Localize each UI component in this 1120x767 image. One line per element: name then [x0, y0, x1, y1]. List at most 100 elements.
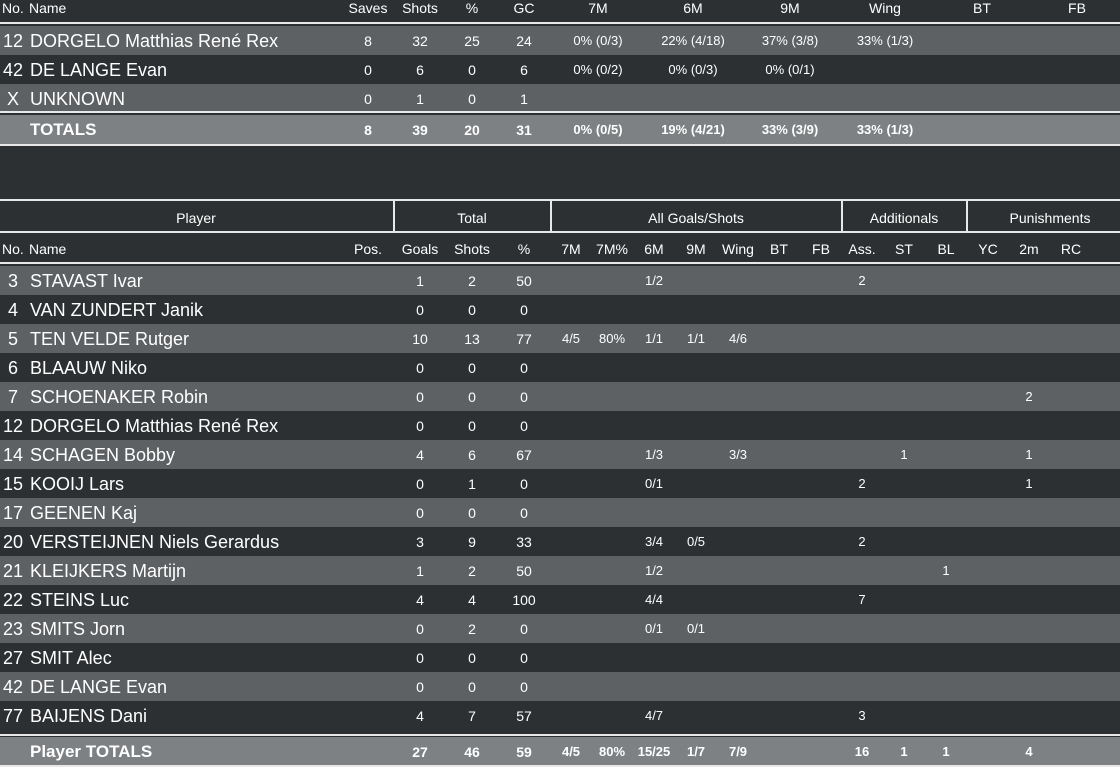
group-additionals [841, 201, 968, 231]
group-punishments-label: Punishments [1009, 210, 1091, 226]
player-number: 17 [2, 503, 24, 523]
player-m6: 0/1 [644, 476, 664, 491]
player-name: STAVAST Ivar [30, 271, 143, 291]
gk-m6: 0% (0/3) [668, 62, 718, 77]
gk-header-fb: FB [1068, 0, 1086, 16]
player-m9: 0/5 [686, 534, 706, 549]
player-goals: 0 [416, 679, 424, 695]
player-row: 6 BLAAUW Niko 0 0 0 [0, 353, 1120, 382]
gk-header-name: Name [29, 0, 67, 16]
pl-header-ass: Ass. [848, 241, 876, 257]
gk-saves: 0 [364, 91, 372, 107]
gk-saves: 0 [364, 62, 372, 78]
player-bl: 1 [942, 563, 950, 578]
player-pct: 0 [520, 389, 528, 405]
gk-totals-shots: 39 [412, 122, 428, 138]
player-m6: 4/7 [644, 708, 664, 723]
gk-name: DORGELO Matthias René Rex [30, 31, 279, 51]
gk-shots: 32 [412, 33, 428, 49]
player-goals: 10 [412, 331, 428, 347]
pl-header-wing: Wing [722, 241, 754, 257]
player-pct: 50 [516, 563, 532, 579]
player-ass: 2 [858, 273, 866, 288]
row-separator [0, 199, 1120, 201]
player-number: 7 [7, 387, 19, 407]
gk-totals-saves: 8 [364, 122, 372, 138]
gk-name: DE LANGE Evan [30, 60, 168, 80]
goalkeeper-row: 42 DE LANGE Evan 0 6 0 6 0% (0/2) 0% (0/3) 0% (0… [0, 55, 1120, 84]
gk-m9: 0% (0/1) [765, 62, 815, 77]
gk-totals-m9: 33% (3/9) [761, 122, 819, 137]
player-m6: 1/2 [644, 563, 664, 578]
player-m9: 0/1 [686, 621, 706, 636]
player-wing: 3/3 [728, 447, 748, 462]
player-shots: 2 [468, 273, 476, 289]
player-row: 7 SCHOENAKER Robin 0 0 0 2 [0, 382, 1120, 411]
group-total [393, 201, 552, 231]
gk-shots: 1 [416, 91, 424, 107]
goalkeeper-row: 12 DORGELO Matthias René Rex 8 32 25 24 0% (0/… [0, 26, 1120, 55]
gk-shots: 6 [416, 62, 424, 78]
goalkeeper-header-row: No. Name Saves Shots% GC 7M 6M 9M Wing BT FB [0, 0, 1120, 20]
player-shots: 0 [468, 505, 476, 521]
player-goals: 4 [416, 447, 424, 463]
player-row: 21 KLEIJKERS Martijn 1 2 50 1/2 1 [0, 556, 1120, 585]
player-ass: 3 [858, 708, 866, 723]
player-row: 27 SMIT Alec 0 0 0 [0, 643, 1120, 672]
player-shots: 1 [468, 476, 476, 492]
player-number: 23 [2, 619, 24, 639]
player-name: STEINS Luc [30, 590, 130, 610]
player-m6: 0/1 [644, 621, 664, 636]
player-m6: 1/2 [644, 273, 664, 288]
player-goals: 1 [416, 273, 424, 289]
player-row: 5 TEN VELDE Rutger 10 13 77 4/5 80% 1/1 1/1 4/6 [0, 324, 1120, 353]
player-pct: 33 [516, 534, 532, 550]
player-name: KOOIJ Lars [30, 474, 125, 494]
player-pct: 100 [512, 592, 536, 608]
gk-m9: 37% (3/8) [761, 33, 819, 48]
group-additionals-label: Additionals [869, 210, 939, 226]
player-shots: 0 [468, 418, 476, 434]
gk-header-m9: 9M [780, 0, 800, 16]
goalkeeper-totals-row: TOTALS 8 39 20 31 0% (0/5) 19% (4/21) 33% (3/9)… [0, 115, 1120, 144]
player-name: BLAAUW Niko [30, 358, 148, 378]
gk-header-wing: Wing [869, 0, 901, 16]
player-goals: 0 [416, 418, 424, 434]
gk-header-m6: 6M [683, 0, 703, 16]
player-shots: 9 [468, 534, 476, 550]
player-pct: 0 [520, 621, 528, 637]
gk-header-no: No. [2, 0, 24, 16]
gk-header-saves: Saves [348, 0, 388, 16]
gk-name: UNKNOWN [30, 89, 125, 109]
player-goals: 1 [416, 563, 424, 579]
player-m6: 4/4 [644, 592, 664, 607]
player-pct: 67 [516, 447, 532, 463]
pl-header-st: ST [895, 241, 913, 257]
player-shots: 0 [468, 389, 476, 405]
player-number: 22 [2, 590, 24, 610]
player-totals-goals: 27 [412, 744, 428, 760]
player-row: 3 STAVAST Ivar 1 2 50 1/2 2 [0, 266, 1120, 295]
player-pct: 0 [520, 505, 528, 521]
player-row: 4 VAN ZUNDERT Janik 0 0 0 [0, 295, 1120, 324]
player-name: SMITS Jorn [30, 619, 126, 639]
player-number: 20 [2, 532, 24, 552]
player-row: 42 DE LANGE Evan 0 0 0 [0, 672, 1120, 701]
player-number: 6 [7, 358, 19, 378]
player-pct: 0 [520, 302, 528, 318]
group-player-label: Player [176, 210, 216, 226]
gk-header-bt: BT [973, 0, 991, 16]
player-row: 23 SMITS Jorn 0 2 0 0/1 0/1 [0, 614, 1120, 643]
player-number: 77 [2, 706, 24, 726]
row-separator [0, 734, 1120, 736]
gk-totals-pct: 20 [464, 122, 480, 138]
gk-totals-wing: 33% (1/3) [856, 122, 914, 137]
player-pct: 0 [520, 418, 528, 434]
player-totals-m2: 4 [1025, 744, 1033, 759]
row-separator [0, 22, 1120, 24]
player-m6: 1/3 [644, 447, 664, 462]
row-separator [0, 144, 1120, 146]
player-number: 21 [2, 561, 24, 581]
player-m2: 1 [1025, 447, 1033, 462]
row-separator [0, 262, 1120, 264]
